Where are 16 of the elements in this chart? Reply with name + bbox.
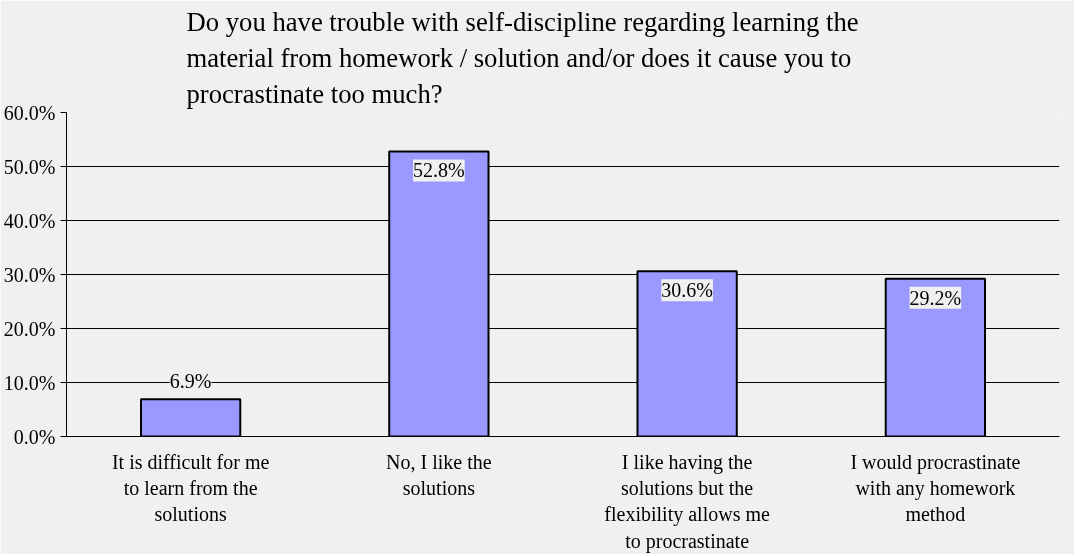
y-tick-label: 40.0%: [3, 209, 56, 232]
data-label: 29.2%: [909, 286, 962, 309]
y-tick-label: 20.0%: [3, 317, 56, 340]
x-tick-label: No, I like the solutions: [386, 450, 492, 499]
chart-title: Do you have trouble with self-discipline regarding learning the material from homework / solution and/or does it cause you to procrastinate too much?: [186, 6, 859, 109]
data-label: 30.6%: [661, 279, 713, 302]
x-tick-label: I would procrastinate with any homework method: [850, 450, 1021, 526]
x-tick-label: It is difficult for me to learn from the solutions: [111, 450, 270, 526]
y-tick-label: 0.0%: [13, 425, 56, 448]
x-tick-label: I like having the solutions but the flexibility allows me to procrastinate: [604, 450, 771, 553]
y-tick-label: 30.0%: [3, 263, 56, 286]
y-tick-label: 10.0%: [3, 371, 56, 394]
data-label: 6.9%: [169, 370, 212, 393]
data-label: 52.8%: [413, 159, 465, 182]
y-tick-label: 50.0%: [3, 155, 56, 178]
y-tick-label: 60.0%: [3, 101, 56, 124]
